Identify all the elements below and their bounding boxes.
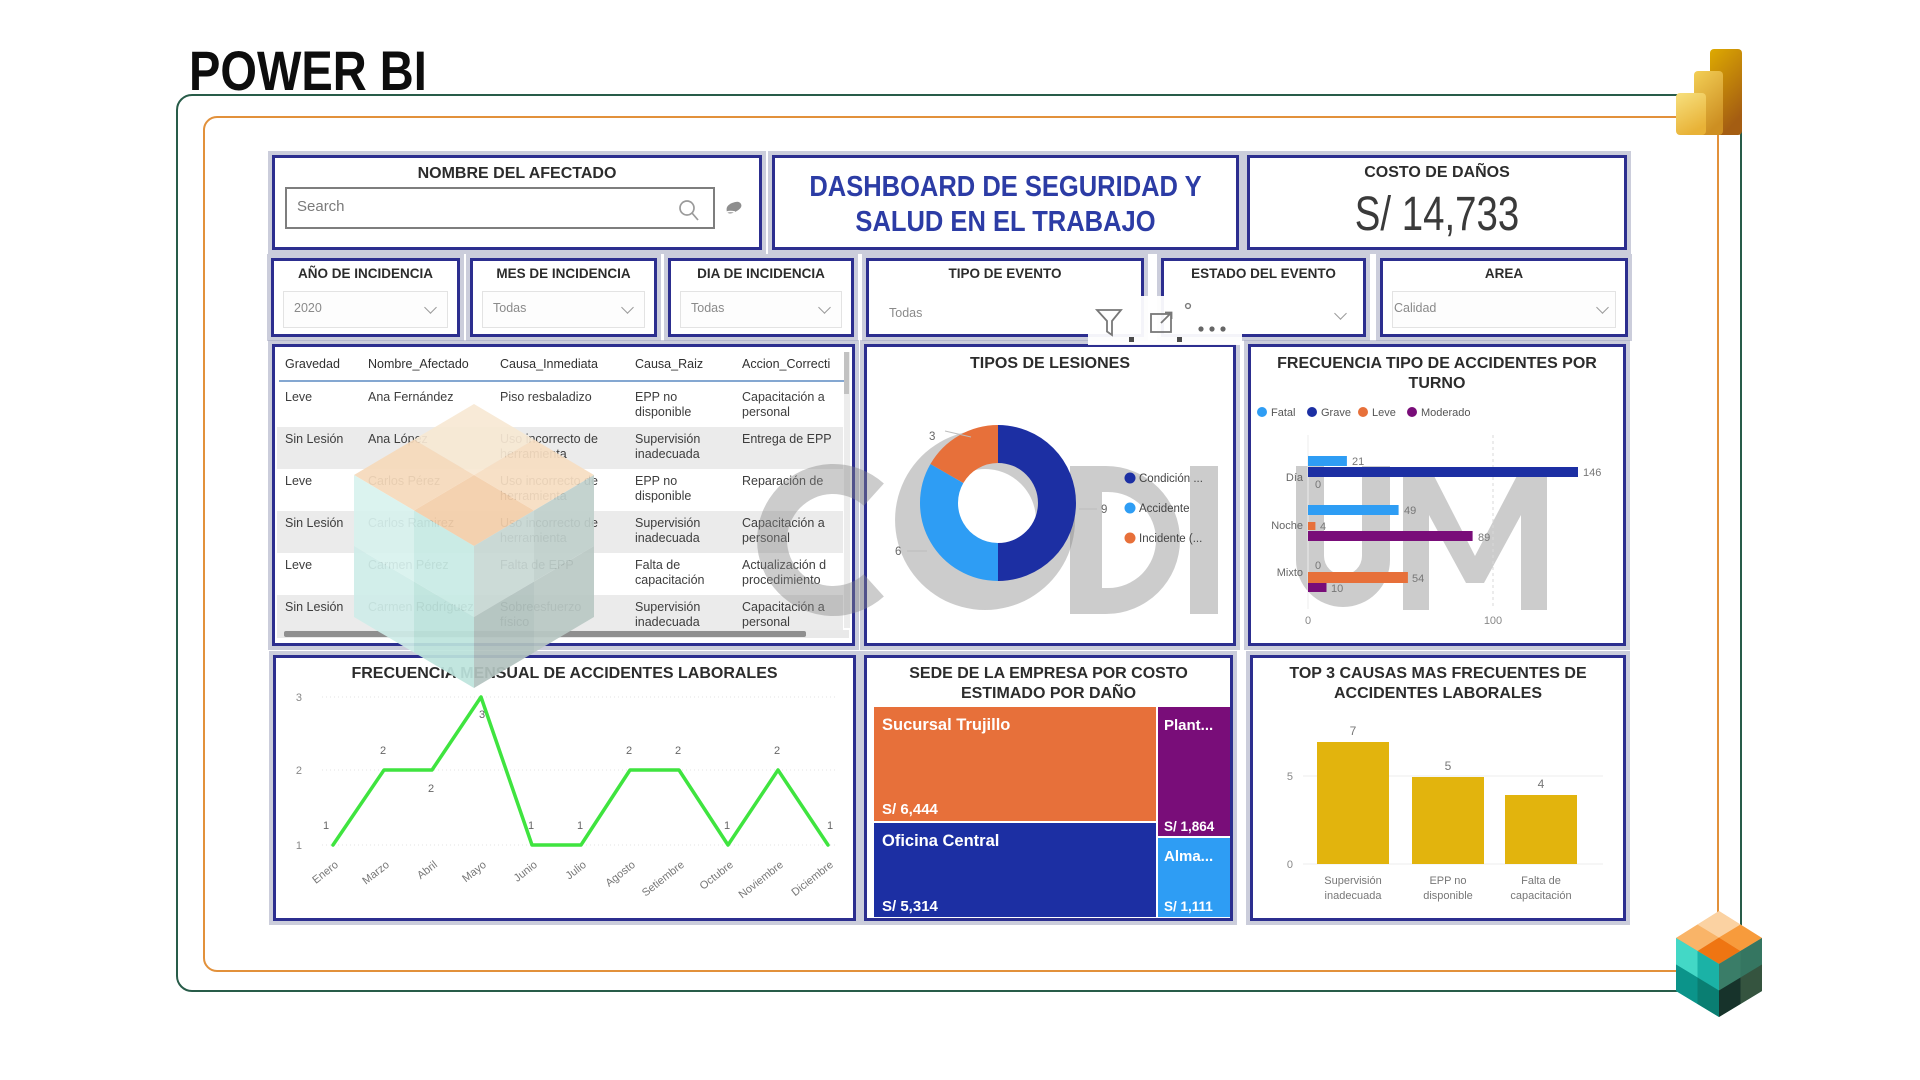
svg-text:Reparación de: Reparación de — [742, 474, 823, 488]
svg-text:0: 0 — [1315, 560, 1321, 572]
svg-text:89: 89 — [1478, 532, 1490, 544]
svg-text:7: 7 — [1350, 724, 1357, 738]
svg-text:Causa_Inmediata: Causa_Inmediata — [500, 357, 598, 371]
svg-text:146: 146 — [1583, 467, 1601, 479]
svg-text:disponible: disponible — [1423, 890, 1473, 902]
svg-text:Mixto: Mixto — [1277, 567, 1303, 579]
svg-text:Nombre_Afectado: Nombre_Afectado — [368, 357, 469, 371]
svg-text:personal: personal — [742, 615, 790, 629]
svg-text:Gravedad: Gravedad — [285, 357, 340, 371]
svg-text:EPP no: EPP no — [1429, 875, 1466, 887]
svg-text:Leve: Leve — [1372, 407, 1396, 419]
svg-text:1: 1 — [296, 840, 302, 852]
svg-text:21: 21 — [1352, 456, 1364, 468]
svg-text:EPP no: EPP no — [635, 390, 677, 404]
svg-text:personal: personal — [742, 405, 790, 419]
svg-text:Capacitación a: Capacitación a — [742, 600, 825, 614]
svg-text:2: 2 — [380, 745, 386, 757]
svg-text:Accidente: Accidente — [1139, 503, 1190, 515]
svg-text:5: 5 — [1445, 759, 1452, 773]
svg-text:procedimiento: procedimiento — [742, 573, 821, 587]
svg-text:10: 10 — [1331, 583, 1343, 595]
svg-text:EPP no: EPP no — [635, 474, 677, 488]
svg-text:inadecuada: inadecuada — [635, 447, 700, 461]
svg-text:1: 1 — [724, 820, 730, 832]
svg-text:Supervisión: Supervisión — [635, 432, 700, 446]
svg-text:3: 3 — [479, 709, 485, 721]
svg-text:Sin Lesión: Sin Lesión — [285, 516, 343, 530]
svg-text:S/ 1,864: S/ 1,864 — [1164, 819, 1215, 834]
svg-text:3: 3 — [929, 431, 935, 443]
svg-text:2: 2 — [296, 765, 302, 777]
svg-text:49: 49 — [1404, 505, 1416, 517]
svg-text:Falta de: Falta de — [1521, 875, 1561, 887]
svg-text:Fatal: Fatal — [1271, 407, 1295, 419]
svg-text:inadecuada: inadecuada — [1325, 890, 1383, 902]
svg-text:1: 1 — [827, 820, 833, 832]
svg-text:Noche: Noche — [1271, 520, 1303, 532]
svg-text:100: 100 — [1484, 615, 1502, 627]
svg-text:Supervisión: Supervisión — [635, 600, 700, 614]
svg-text:Condición ...: Condición ... — [1139, 473, 1203, 485]
svg-text:2: 2 — [675, 745, 681, 757]
svg-text:0: 0 — [1305, 615, 1311, 627]
svg-text:Piso resbaladizo: Piso resbaladizo — [500, 390, 592, 404]
svg-text:capacitación: capacitación — [1510, 890, 1571, 902]
svg-text:54: 54 — [1412, 573, 1424, 585]
svg-text:5: 5 — [1287, 771, 1293, 783]
svg-text:Leve: Leve — [285, 390, 312, 404]
svg-text:S/ 1,111: S/ 1,111 — [1164, 899, 1213, 914]
svg-text:inadecuada: inadecuada — [635, 531, 700, 545]
svg-text:1: 1 — [577, 820, 583, 832]
svg-text:capacitación: capacitación — [635, 573, 705, 587]
svg-text:Capacitación a: Capacitación a — [742, 390, 825, 404]
svg-text:disponible: disponible — [635, 489, 691, 503]
svg-text:6: 6 — [895, 546, 901, 558]
svg-text:Día: Día — [1286, 472, 1304, 484]
svg-text:9: 9 — [1101, 504, 1107, 516]
svg-text:Supervisión: Supervisión — [635, 516, 700, 530]
svg-text:1: 1 — [528, 820, 534, 832]
svg-text:Falta de: Falta de — [635, 558, 680, 572]
svg-text:Leve: Leve — [285, 558, 312, 572]
svg-text:Actualización d: Actualización d — [742, 558, 826, 572]
svg-text:0: 0 — [1287, 859, 1293, 871]
svg-text:inadecuada: inadecuada — [635, 615, 700, 629]
svg-text:2: 2 — [626, 745, 632, 757]
svg-text:personal: personal — [742, 531, 790, 545]
svg-text:2: 2 — [428, 783, 434, 795]
svg-text:Accion_Correcti: Accion_Correcti — [742, 357, 830, 371]
svg-text:4: 4 — [1538, 777, 1545, 791]
svg-text:Sucursal Trujillo: Sucursal Trujillo — [882, 716, 1010, 734]
svg-text:Sin Lesión: Sin Lesión — [285, 600, 343, 614]
svg-text:Oficina Central: Oficina Central — [882, 832, 999, 850]
svg-text:S/ 5,314: S/ 5,314 — [882, 898, 939, 915]
svg-text:Grave: Grave — [1321, 407, 1351, 419]
svg-text:Alma...: Alma... — [1164, 848, 1213, 865]
svg-text:Capacitación a: Capacitación a — [742, 516, 825, 530]
svg-text:3: 3 — [296, 692, 302, 704]
svg-text:Entrega de EPP: Entrega de EPP — [742, 432, 832, 446]
svg-text:disponible: disponible — [635, 405, 691, 419]
svg-text:0: 0 — [1315, 479, 1321, 491]
svg-text:Plant...: Plant... — [1164, 717, 1213, 734]
svg-text:Supervisión: Supervisión — [1324, 875, 1381, 887]
svg-text:Incidente (...: Incidente (... — [1139, 533, 1202, 545]
svg-text:Moderado: Moderado — [1421, 407, 1471, 419]
svg-text:4: 4 — [1320, 521, 1326, 533]
svg-text:1: 1 — [323, 820, 329, 832]
svg-text:Leve: Leve — [285, 474, 312, 488]
svg-text:Causa_Raiz: Causa_Raiz — [635, 357, 703, 371]
svg-text:2: 2 — [774, 745, 780, 757]
svg-text:S/ 6,444: S/ 6,444 — [882, 801, 939, 818]
svg-text:Ana Fernández: Ana Fernández — [368, 390, 453, 404]
svg-text:Sin Lesión: Sin Lesión — [285, 432, 343, 446]
